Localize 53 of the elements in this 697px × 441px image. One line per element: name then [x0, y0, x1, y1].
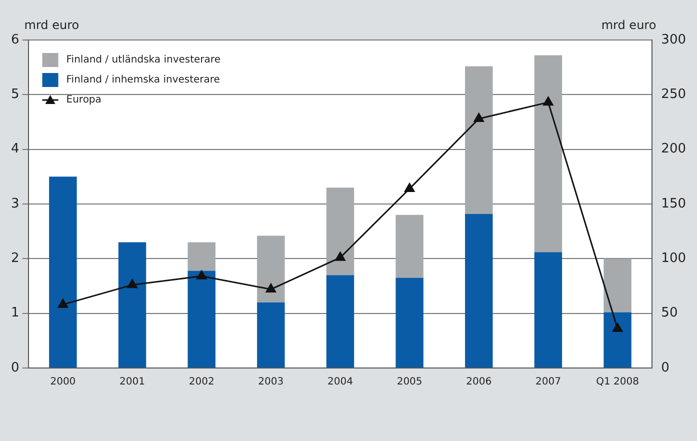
y2-tick-label: 0 — [661, 360, 670, 376]
x-tick-label: 2004 — [328, 376, 353, 388]
point — [543, 96, 554, 106]
bar — [188, 242, 216, 271]
y-tick-label: 0 — [10, 360, 20, 376]
point — [404, 182, 415, 192]
point — [196, 270, 207, 280]
x-tick-label: 2005 — [396, 376, 422, 388]
x-tick-label: 2001 — [120, 376, 145, 388]
point — [335, 252, 346, 261]
bar — [49, 176, 77, 368]
bar — [465, 214, 493, 368]
bar — [118, 242, 146, 368]
y-tick-label: 6 — [10, 32, 20, 48]
x-tick-label: 2000 — [50, 376, 76, 388]
y2-tick-label: 200 — [661, 142, 686, 157]
y-tick-label: 5 — [10, 87, 20, 102]
bar — [326, 275, 354, 368]
x-tick-label: 2003 — [258, 376, 284, 388]
y2-tick-label: 250 — [661, 87, 686, 102]
y2-tick-label: 150 — [661, 196, 686, 212]
x-tick-label: 2007 — [535, 376, 561, 388]
y-tick-label: 4 — [10, 142, 20, 157]
y-tick-label: 3 — [10, 196, 20, 212]
bar — [396, 278, 424, 368]
bar — [534, 55, 562, 252]
point — [474, 112, 484, 122]
bar — [257, 236, 285, 302]
legend-label: Finland / utländska investerare — [66, 54, 220, 66]
point — [127, 279, 138, 288]
point — [266, 284, 276, 293]
bar — [326, 188, 354, 276]
legend-label: Finland / inhemska investerare — [66, 74, 220, 86]
legend-label: Europa — [66, 94, 102, 106]
bar — [396, 214, 424, 278]
point — [58, 298, 68, 308]
bar — [257, 302, 285, 368]
y-tick-label: 1 — [10, 306, 20, 321]
y2-axis-title: mrd euro — [601, 18, 656, 32]
x-tick-label: 2006 — [466, 376, 492, 388]
y-tick-label: 2 — [10, 251, 20, 266]
point — [612, 322, 623, 332]
bar — [534, 252, 562, 368]
y2-tick-label: 100 — [661, 251, 686, 266]
x-tick-label: Q1 2008 — [596, 376, 639, 388]
y2-tick-label: 50 — [661, 306, 678, 321]
bar — [604, 312, 632, 368]
bar — [604, 258, 632, 312]
y2-tick-label: 300 — [661, 32, 686, 48]
bar — [188, 270, 216, 368]
y-axis-title: mrd euro — [24, 18, 80, 32]
x-tick-label: 2002 — [188, 376, 214, 388]
bar — [465, 66, 493, 214]
